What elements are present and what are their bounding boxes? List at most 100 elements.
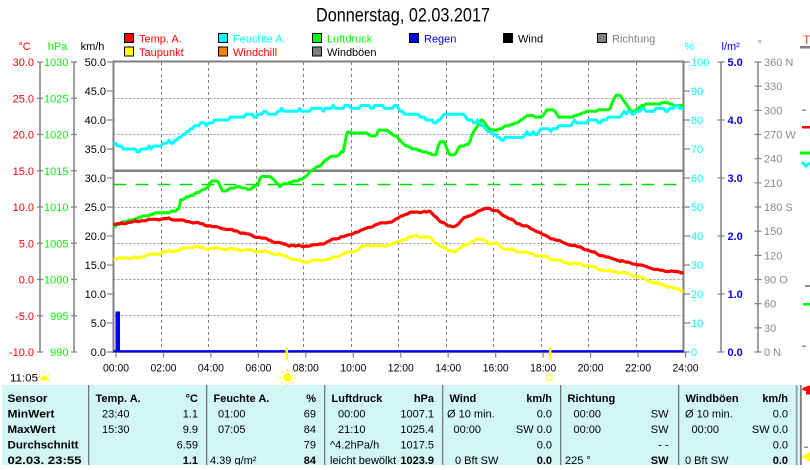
svg-text:06:00: 06:00: [245, 363, 271, 375]
svg-text:hPa: hPa: [414, 393, 435, 405]
svg-text:20.0: 20.0: [85, 231, 106, 243]
svg-text:11:05: 11:05: [10, 373, 38, 385]
svg-text:1000: 1000: [44, 275, 68, 287]
svg-text:20.0: 20.0: [13, 130, 34, 142]
svg-text:Windböen: Windböen: [686, 393, 739, 405]
svg-text:69: 69: [304, 409, 316, 421]
svg-text:Regen: Regen: [424, 34, 456, 46]
svg-text:79: 79: [304, 440, 316, 452]
svg-text:23:40: 23:40: [102, 409, 130, 421]
svg-text:14:00: 14:00: [435, 363, 461, 375]
svg-text:00:00: 00:00: [574, 424, 602, 436]
svg-text:10.0: 10.0: [85, 289, 106, 301]
svg-text:1.1: 1.1: [183, 409, 198, 421]
svg-text:Ø 10 min.: Ø 10 min.: [447, 409, 495, 421]
svg-text:5.0: 5.0: [91, 318, 106, 330]
svg-text:16:00: 16:00: [483, 363, 509, 375]
svg-text:Temp. A.: Temp. A.: [96, 393, 141, 405]
svg-text:1015: 1015: [44, 166, 68, 178]
svg-text:Luftdruck: Luftdruck: [332, 393, 384, 405]
svg-text:90 O: 90 O: [764, 275, 788, 287]
svg-text:0 Bft SW: 0 Bft SW: [455, 455, 499, 465]
svg-text:20:00: 20:00: [578, 363, 604, 375]
svg-text:80: 80: [691, 115, 703, 127]
svg-text:01:00: 01:00: [218, 409, 246, 421]
svg-text:Richtung: Richtung: [568, 393, 616, 405]
svg-text:-10.0: -10.0: [9, 347, 34, 359]
svg-text:SW 0.0: SW 0.0: [516, 424, 552, 436]
svg-text:1.0: 1.0: [728, 289, 743, 301]
svg-text:1005: 1005: [44, 238, 68, 250]
svg-text:50: 50: [691, 202, 703, 214]
svg-text:0.0: 0.0: [537, 409, 552, 421]
svg-text:Windchill: Windchill: [233, 47, 277, 59]
svg-text:SW: SW: [651, 455, 669, 465]
svg-text:°: °: [758, 39, 762, 51]
svg-text:6.59: 6.59: [177, 440, 198, 452]
svg-text:°C: °C: [18, 41, 30, 53]
svg-text:30: 30: [764, 323, 776, 335]
svg-text:84: 84: [304, 424, 316, 436]
svg-text:10: 10: [691, 318, 703, 330]
svg-text:08:00: 08:00: [293, 363, 319, 375]
svg-text:45.0: 45.0: [85, 86, 106, 98]
svg-text:150: 150: [764, 226, 782, 238]
svg-text:35.0: 35.0: [85, 144, 106, 156]
svg-text:km/h: km/h: [762, 393, 788, 405]
svg-text:0.0: 0.0: [773, 440, 788, 452]
svg-text:2.0: 2.0: [728, 231, 743, 243]
svg-text:%: %: [306, 393, 316, 405]
svg-text:360 N: 360 N: [764, 57, 793, 69]
svg-text:20: 20: [691, 289, 703, 301]
svg-text:02:00: 02:00: [151, 363, 177, 375]
svg-text:10:00: 10:00: [340, 363, 366, 375]
svg-text:30: 30: [691, 260, 703, 272]
svg-text:180 S: 180 S: [764, 202, 793, 214]
svg-text:21:10: 21:10: [338, 424, 366, 436]
svg-text:hPa: hPa: [48, 41, 68, 53]
svg-text:5.0: 5.0: [728, 57, 743, 69]
svg-text:km/h: km/h: [81, 41, 105, 53]
svg-text:%: %: [685, 41, 695, 53]
svg-text:02.03. 23:55: 02.03. 23:55: [8, 455, 82, 465]
svg-text:0.0: 0.0: [773, 409, 788, 421]
svg-text:225 °: 225 °: [565, 455, 591, 465]
svg-text:Durchschnitt: Durchschnitt: [8, 440, 79, 452]
svg-text:00:00: 00:00: [574, 409, 602, 421]
svg-text:0.0: 0.0: [19, 275, 34, 287]
svg-text:MinWert: MinWert: [8, 409, 55, 421]
svg-text:22:00: 22:00: [625, 363, 651, 375]
svg-text:Ø 10 min.: Ø 10 min.: [685, 409, 733, 421]
svg-text:Feuchte A.: Feuchte A.: [214, 393, 270, 405]
svg-text:Luftdruck: Luftdruck: [327, 34, 373, 46]
svg-text:18:00: 18:00: [530, 363, 556, 375]
svg-text:SW: SW: [651, 409, 669, 421]
svg-text:T: T: [803, 33, 810, 47]
svg-text:1007.1: 1007.1: [400, 409, 434, 421]
svg-text:07:05: 07:05: [218, 424, 246, 436]
svg-text:40: 40: [691, 231, 703, 243]
svg-text:Sensor: Sensor: [8, 393, 49, 405]
svg-text:SW: SW: [651, 424, 669, 436]
svg-text:120: 120: [764, 250, 782, 262]
svg-text:0: 0: [691, 347, 697, 359]
svg-text:25.0: 25.0: [13, 93, 34, 105]
svg-text:0.0: 0.0: [537, 455, 552, 465]
svg-text:12:00: 12:00: [388, 363, 414, 375]
svg-text:25.0: 25.0: [85, 202, 106, 214]
svg-text:84: 84: [304, 455, 317, 465]
svg-text:270 W: 270 W: [764, 130, 796, 142]
svg-text:3.0: 3.0: [728, 173, 743, 185]
svg-text:0.0: 0.0: [537, 440, 552, 452]
svg-text:Windböen: Windböen: [327, 47, 377, 59]
svg-text:Taupunkt: Taupunkt: [139, 47, 184, 59]
svg-text:1.1: 1.1: [183, 455, 198, 465]
svg-text:0 N: 0 N: [764, 347, 781, 359]
svg-text:km/h: km/h: [526, 393, 552, 405]
svg-text:15.0: 15.0: [85, 260, 106, 272]
svg-text:330: 330: [764, 81, 782, 93]
svg-text:00:00: 00:00: [103, 363, 129, 375]
svg-text:1030: 1030: [44, 57, 68, 69]
svg-text:0.0: 0.0: [91, 347, 106, 359]
svg-text:240: 240: [764, 154, 782, 166]
